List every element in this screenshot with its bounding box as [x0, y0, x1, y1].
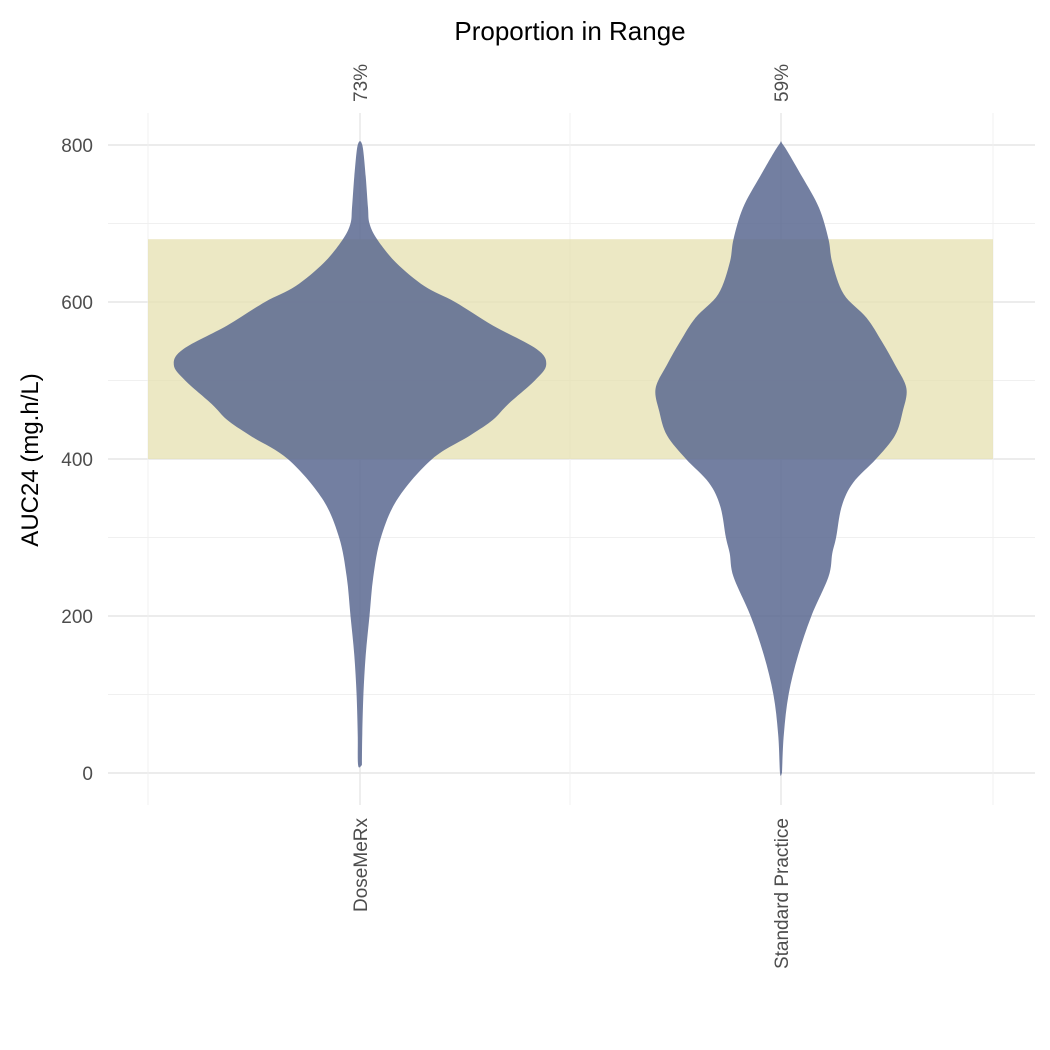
proportion-label: 73%: [351, 64, 372, 102]
x-tick-label: Standard Practice: [772, 818, 793, 969]
violins: [173, 141, 907, 776]
y-tick-label: 800: [61, 136, 93, 157]
y-tick-label: 0: [82, 764, 93, 785]
chart-title: Proportion in Range: [454, 16, 685, 46]
y-tick-label: 600: [61, 293, 93, 314]
y-tick-label: 200: [61, 607, 93, 628]
y-tick-label: 400: [61, 450, 93, 471]
violin-standard-practice: [655, 141, 907, 776]
proportion-label: 59%: [772, 64, 793, 102]
axis-ticks: 0 200 400 600 800 DoseMeRx Standard Practice 73…: [61, 64, 793, 969]
y-axis-title: AUC24 (mg.h/L): [17, 373, 44, 546]
x-tick-label: DoseMeRx: [351, 818, 372, 912]
violin-dosemerx: [173, 141, 547, 768]
